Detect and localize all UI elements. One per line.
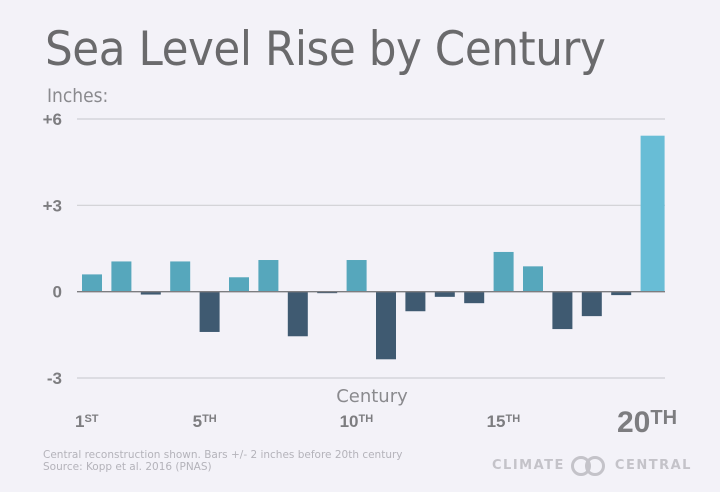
- footnote-source: Source: Kopp et al. 2016 (PNAS): [43, 461, 212, 473]
- footnote: Central reconstruction shown. Bars +/- 2…: [43, 449, 403, 473]
- bar: [287, 291, 308, 337]
- y-tick-label: -3: [47, 369, 62, 388]
- bar: [199, 291, 220, 332]
- x-tick-label: 15TH: [487, 412, 521, 431]
- y-tick-labels: +6 +3 0 -3: [43, 110, 62, 388]
- bar: [493, 251, 514, 292]
- x-tick-label: 10TH: [340, 412, 374, 431]
- climate-central-logo: CLIMATE CENTRAL: [492, 455, 692, 476]
- bar: [434, 291, 455, 297]
- bar: [229, 277, 249, 292]
- bar: [640, 135, 665, 292]
- y-axis-unit-label: Inches:: [47, 85, 109, 107]
- bar: [111, 261, 132, 292]
- logo-rings-icon: [570, 455, 609, 476]
- bar: [140, 291, 161, 295]
- bar: [346, 260, 367, 292]
- footnote-note: Central reconstruction shown. Bars +/- 2…: [43, 449, 403, 461]
- logo-text-left: CLIMATE: [492, 457, 565, 473]
- y-tick-label: +6: [43, 110, 62, 129]
- x-tick-labels: 1ST 5TH 10TH 15TH 20TH: [75, 406, 677, 439]
- y-tick-label: 0: [53, 283, 62, 302]
- chart-title: Sea Level Rise by Century: [45, 22, 606, 77]
- bars: [77, 135, 665, 360]
- y-tick-label: +3: [43, 196, 62, 215]
- bar: [405, 291, 426, 312]
- bar: [170, 261, 191, 292]
- bar: [376, 291, 396, 360]
- bar: [317, 291, 338, 294]
- bar: [581, 291, 602, 317]
- x-axis-label: Century: [336, 386, 408, 407]
- bar: [464, 291, 485, 304]
- bar: [258, 260, 279, 292]
- gridlines: [77, 118, 665, 379]
- x-tick-label: 1ST: [75, 412, 99, 431]
- logo-text-right: CENTRAL: [614, 457, 692, 473]
- bar: [552, 291, 573, 330]
- bar: [523, 266, 543, 292]
- bar: [611, 291, 632, 296]
- bar: [82, 274, 102, 292]
- x-tick-label: 5TH: [193, 412, 217, 431]
- x-tick-label: 20TH: [617, 406, 677, 439]
